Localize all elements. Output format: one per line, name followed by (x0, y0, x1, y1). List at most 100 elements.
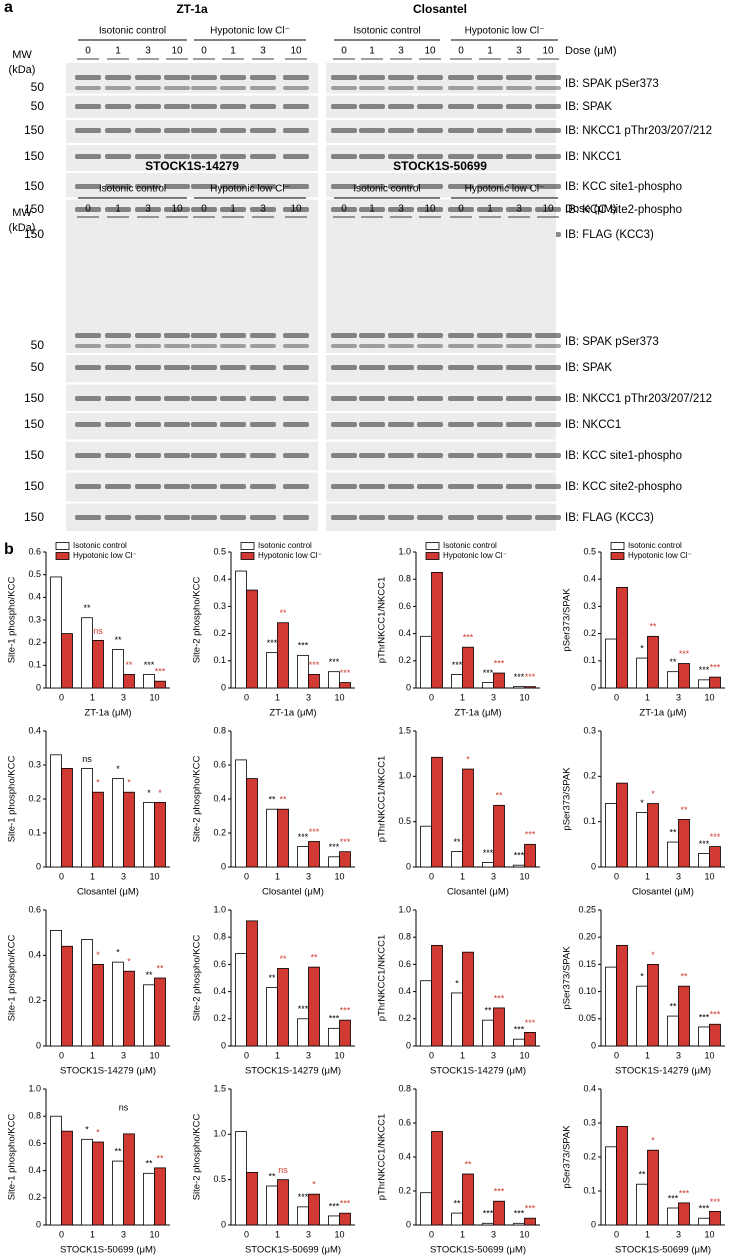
blot-band (477, 365, 503, 370)
blot (66, 221, 318, 353)
blot-band (191, 207, 217, 212)
blot-band (135, 154, 161, 159)
significance-label: ** (268, 973, 276, 983)
blot-band (164, 75, 190, 80)
x-axis-label: Closantel (μM) (447, 887, 509, 898)
ib-label: IB: KCC site1-phospho (565, 450, 682, 462)
significance-label: * (116, 948, 120, 958)
bar (616, 1126, 628, 1226)
y-tick-label: 0.2 (398, 655, 411, 665)
significance-label: *** (525, 1204, 536, 1214)
significance-label: *** (525, 1018, 536, 1028)
x-tick-label: 10 (704, 1229, 714, 1239)
blot-band (535, 75, 561, 80)
blot-band (388, 75, 414, 80)
blot-band (191, 365, 217, 370)
y-tick-label: 0.10 (578, 986, 596, 996)
mw-value: 150 (24, 202, 44, 216)
dose-label: 10 (290, 46, 302, 57)
y-axis-label: pThrNKCC1/NKCC1 (377, 1114, 388, 1201)
blot-band (331, 75, 357, 80)
significance-label: *** (699, 839, 710, 849)
blot-band (250, 184, 276, 189)
blot-band (283, 344, 309, 348)
blot-band (250, 75, 276, 80)
blot-band (220, 484, 246, 489)
significance-label: * (116, 764, 120, 774)
significance-label: *** (514, 1025, 525, 1035)
blot-band (359, 184, 385, 189)
bar (605, 638, 617, 689)
blot-band (388, 365, 414, 370)
y-axis-label: Site-2 phospho/KCC (192, 577, 203, 664)
y-tick-label: 0.2 (213, 827, 226, 837)
dose-label: 10 (424, 46, 436, 57)
bar (513, 686, 525, 689)
blot-band (105, 365, 131, 370)
y-axis-label: Site-1 phospho/KCC (7, 756, 18, 843)
blot-band (331, 484, 357, 489)
blot-band (164, 422, 190, 427)
bar (81, 939, 93, 1047)
significance-label: *** (483, 1209, 494, 1219)
bar (647, 964, 659, 1047)
bar (339, 1019, 351, 1047)
bar (451, 674, 463, 689)
y-axis-label: Site-1 phospho/KCC (7, 1114, 18, 1201)
blot-band (191, 422, 217, 427)
y-tick-label: 0.2 (583, 1151, 596, 1161)
blot-band (331, 422, 357, 427)
bar (636, 657, 648, 689)
dose-label: 0 (458, 204, 464, 215)
blot-band (448, 75, 474, 80)
blot-band (448, 184, 474, 189)
significance-label: * (312, 1180, 316, 1190)
bar (709, 676, 721, 689)
dose-label: 3 (516, 204, 522, 215)
blot-band (75, 484, 101, 489)
bar (482, 682, 494, 689)
y-tick-label: 0.2 (213, 628, 226, 638)
x-tick-label: 1 (90, 1050, 95, 1060)
bar (616, 586, 628, 689)
blot-band (359, 396, 385, 401)
bar (92, 791, 104, 868)
x-axis-label: STOCK1S-14279 (μM) (245, 1066, 341, 1077)
legend-swatch (425, 552, 440, 560)
x-tick-label: 1 (90, 692, 95, 702)
blot-band (535, 515, 561, 520)
blot-band (506, 128, 532, 133)
bar (493, 1200, 505, 1226)
significance-label: *** (699, 665, 710, 675)
blot-band (105, 75, 131, 80)
blot-band (105, 128, 131, 133)
blot-band (220, 104, 246, 109)
blot-band (359, 422, 385, 427)
y-axis-label: pThrNKCC1/NKCC1 (377, 935, 388, 1022)
significance-label: *** (309, 660, 320, 670)
blot-band (135, 128, 161, 133)
significance-label: ** (669, 657, 677, 667)
blot-band (331, 365, 357, 370)
x-tick-label: 3 (121, 871, 126, 881)
dose-label: 1 (115, 204, 121, 215)
bar (709, 846, 721, 868)
blot-band (75, 365, 101, 370)
x-axis-label: STOCK1S-14279 (μM) (615, 1066, 711, 1077)
x-tick-label: 3 (491, 871, 496, 881)
blot-band (331, 453, 357, 458)
significance-label: *** (340, 1006, 351, 1016)
blot-band (283, 104, 309, 109)
y-tick-label: 0.4 (398, 628, 411, 638)
significance-label: *** (494, 993, 505, 1003)
bar (493, 672, 505, 689)
blot-band (535, 453, 561, 458)
condition-label: Hypotonic low Cl⁻ (210, 26, 290, 37)
ib-label: IB: NKCC1 (565, 151, 621, 163)
ib-label: IB: NKCC1 pThr203/207/212 (565, 393, 712, 405)
y-tick-label: 0.8 (213, 932, 226, 942)
blot-band (135, 515, 161, 520)
significance-label: *** (710, 1197, 721, 1207)
significance-label: * (640, 643, 644, 653)
x-tick-label: 0 (614, 1050, 619, 1060)
